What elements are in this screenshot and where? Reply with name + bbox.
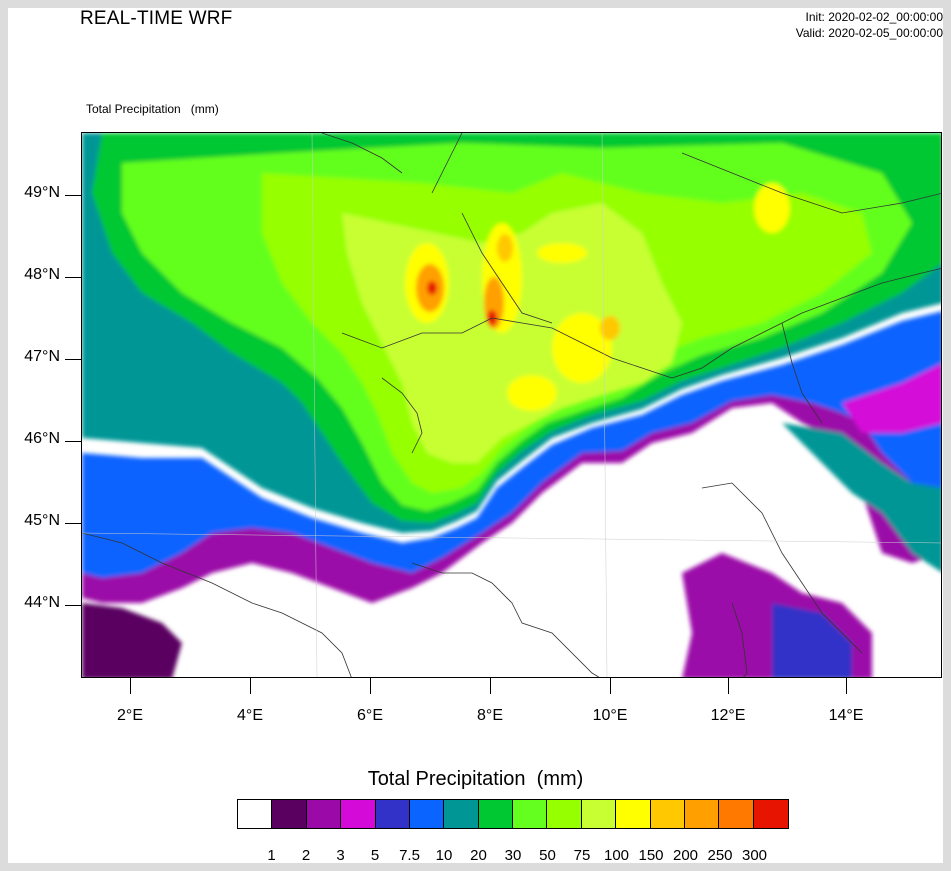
colorbar-swatch [478,800,513,828]
colorbar-label: 3 [336,847,345,864]
lon-tick [490,678,491,694]
coastline-italy-west [411,562,600,677]
lat-tick [65,441,81,442]
graticule [82,133,941,677]
precip-southwest-purple [82,603,182,677]
lat-label-48: 48°N [24,266,60,283]
colorbar-swatch [513,800,548,828]
lon-tick [610,678,611,694]
colorbar-label: 7.5 [399,847,420,864]
lat-tick [65,605,81,606]
precip-red-1 [427,281,437,295]
colorbar-label: 20 [470,847,487,864]
colorbar-title: Total Precipitation (mm) [367,768,584,790]
colorbar-swatch [547,800,582,828]
colorbar-label: 75 [573,847,591,864]
lat-label-45: 45°N [24,512,60,529]
lat-tick [65,523,81,524]
lon-label-2: 2°E [117,707,143,724]
border-north-2 [431,133,463,194]
colorbar [237,799,789,829]
precip-yellow-4 [507,375,557,411]
lon-tick [130,678,131,694]
borders-layer [82,133,941,677]
precip-yellow-6 [537,243,587,263]
lon-label-14: 14°E [828,707,864,724]
lat-label-44: 44°N [24,594,60,611]
lon-tick [370,678,371,694]
lon-label-4: 4°E [237,707,263,724]
colorbar-label: 300 [741,847,768,864]
border-austria [671,268,941,379]
precip-map [81,132,942,678]
border-italy-slovenia [781,322,823,424]
precip-adriatic-purple [842,363,941,433]
colorbar-label: 150 [638,847,664,864]
precip-yellow-5 [754,183,790,233]
border-corsica [731,602,748,677]
lat-label-47: 47°N [24,348,60,365]
lat-tick [65,277,81,278]
plot-title: REAL-TIME WRF [80,8,233,29]
lon-tick [250,678,251,694]
lon-label-10: 10°E [592,707,628,724]
colorbar-label: 1 [267,847,276,864]
colorbar-label: 50 [539,847,556,864]
lat-label-46: 46°N [24,430,60,447]
colorbar-swatch [306,800,342,828]
colorbar-swatch [719,800,754,828]
colorbar-swatch [616,800,651,828]
lon-tick [846,678,847,694]
colorbar-swatch [375,800,410,828]
colorbar-swatch [238,800,273,828]
lat-tick [65,195,81,196]
colorbar-swatch [341,800,376,828]
precip-band-blue [82,311,941,578]
init-time: Init: 2020-02-02_00:00:00 [805,10,943,24]
lat-label-49: 49°N [24,184,60,201]
colorbar-swatch [409,800,445,828]
colorbar-label: 10 [435,847,453,864]
border-germany [461,212,553,324]
colorbar-swatch [444,800,479,828]
border-swiss [341,317,673,379]
precip-yellow-3 [552,313,612,383]
colorbar-label: 250 [707,847,733,864]
coastline-france [82,532,352,677]
colorbar-swatch [753,800,788,828]
precip-adriatic-teal [782,423,941,572]
precip-orange-3 [497,234,513,262]
colorbar-swatch [684,800,720,828]
precip-orange-4 [600,316,620,340]
colorbar-swatch [272,800,307,828]
colorbar-label: 5 [370,847,380,864]
precip-map-svg [82,133,941,677]
colorbar-swatch [581,800,617,828]
lon-label-12: 12°E [710,707,746,724]
colorbar-label: 30 [504,847,522,864]
colorbar-swatch [650,800,685,828]
colorbar-label: 100 [603,847,630,864]
colorbar-label: 200 [672,847,699,864]
lon-tick [728,678,729,694]
field-subtitle: Total Precipitation (mm) [86,102,219,116]
lon-label-6: 6°E [357,707,383,724]
lon-label-8: 8°E [477,707,503,724]
coastline-italy-east [701,482,863,654]
border-czech [681,152,941,214]
colorbar-label: 2 [301,847,311,864]
border-north-1 [321,133,403,174]
valid-time: Valid: 2020-02-05_00:00:00 [795,26,943,40]
border-france-italy [381,377,423,454]
lat-tick [65,359,81,360]
precip-corsica-blue [772,603,852,677]
